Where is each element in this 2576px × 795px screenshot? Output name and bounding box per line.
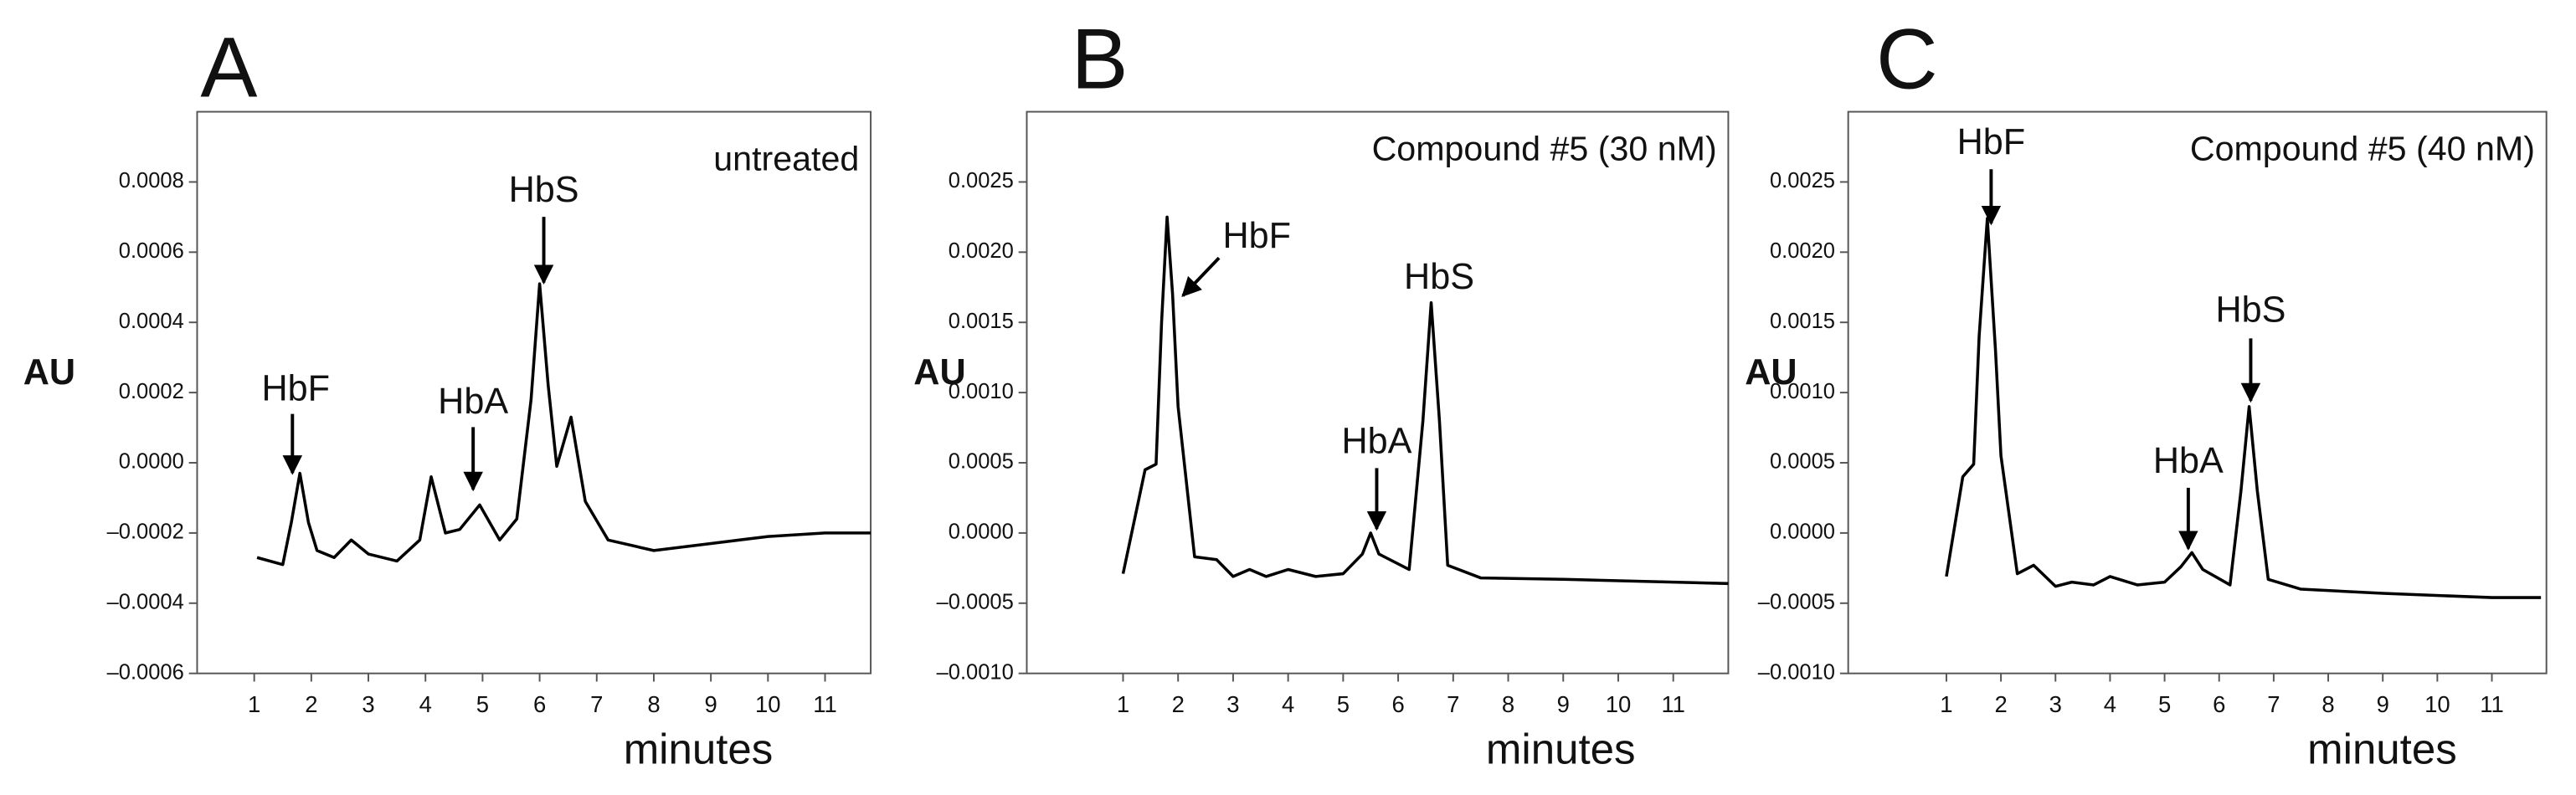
panel-letter: B bbox=[1071, 12, 1128, 107]
y-tick-label: –0.0010 bbox=[1758, 660, 1835, 684]
peak-label: HbF bbox=[1222, 216, 1291, 256]
x-tick-label: 2 bbox=[305, 691, 317, 717]
x-tick-label: 1 bbox=[248, 691, 260, 717]
peak-label: HbF bbox=[1957, 122, 2026, 162]
x-tick-label: 1 bbox=[1940, 691, 1952, 717]
x-axis-label: minutes bbox=[1486, 725, 1636, 772]
y-tick-label: –0.0004 bbox=[107, 591, 184, 614]
peak-label: HbS bbox=[2215, 290, 2285, 330]
y-tick-label: 0.0000 bbox=[1770, 521, 1835, 544]
y-tick-label: 0.0010 bbox=[949, 380, 1014, 403]
y-tick-label: –0.0005 bbox=[1758, 591, 1835, 614]
peak-arrow bbox=[1181, 256, 1221, 298]
x-tick-label: 9 bbox=[1557, 691, 1570, 717]
x-tick-label: 5 bbox=[476, 691, 489, 717]
x-tick-label: 10 bbox=[755, 691, 781, 717]
x-tick-label: 11 bbox=[2480, 691, 2504, 717]
condition-label: untreated bbox=[713, 139, 859, 177]
peak-label: HbF bbox=[261, 369, 330, 409]
x-tick-label: 7 bbox=[2267, 691, 2280, 717]
peak-label: HbA bbox=[1341, 421, 1411, 461]
y-tick-label: –0.0005 bbox=[937, 591, 1014, 614]
panel-letter: A bbox=[200, 19, 257, 115]
x-tick-label: 1 bbox=[1117, 691, 1129, 717]
condition-label: Compound #5 (30 nM) bbox=[1372, 130, 1717, 168]
y-tick-label: 0.0020 bbox=[1770, 239, 1835, 263]
y-tick-label: 0.0000 bbox=[949, 521, 1014, 544]
x-tick-label: 8 bbox=[1502, 691, 1514, 717]
x-tick-label: 4 bbox=[419, 691, 432, 717]
y-axis-label: AU bbox=[23, 352, 75, 392]
x-tick-label: 3 bbox=[2049, 691, 2062, 717]
y-tick-label: 0.0025 bbox=[949, 169, 1014, 192]
y-tick-label: 0.0008 bbox=[119, 169, 184, 192]
x-tick-label: 10 bbox=[1606, 691, 1632, 717]
y-tick-label: 0.0015 bbox=[1770, 310, 1835, 333]
x-tick-label: 3 bbox=[362, 691, 374, 717]
x-tick-label: 7 bbox=[1447, 691, 1459, 717]
y-tick-label: 0.0004 bbox=[119, 310, 184, 333]
x-axis-label: minutes bbox=[624, 725, 774, 772]
x-tick-label: 9 bbox=[705, 691, 717, 717]
x-axis-label: minutes bbox=[2307, 725, 2457, 772]
y-tick-label: 0.0015 bbox=[949, 310, 1014, 333]
x-tick-label: 6 bbox=[2213, 691, 2225, 717]
x-tick-label: 8 bbox=[2321, 691, 2334, 717]
x-tick-label: 11 bbox=[1661, 691, 1685, 717]
x-tick-label: 6 bbox=[533, 691, 546, 717]
y-tick-label: –0.0010 bbox=[937, 660, 1014, 684]
trace-line bbox=[256, 282, 872, 567]
x-tick-label: 6 bbox=[1391, 691, 1404, 717]
y-axis-label: AU bbox=[1745, 352, 1797, 392]
plot-frame bbox=[1847, 110, 2548, 674]
x-tick-label: 9 bbox=[2377, 691, 2389, 717]
y-tick-label: 0.0025 bbox=[1770, 169, 1835, 192]
peak-label: HbS bbox=[1404, 257, 1474, 297]
plot-frame bbox=[1026, 110, 1730, 674]
y-tick-label: 0.0000 bbox=[119, 450, 184, 474]
x-tick-label: 7 bbox=[590, 691, 603, 717]
trace-line bbox=[1945, 217, 2542, 599]
panel-letter: C bbox=[1876, 12, 1938, 107]
trace-line bbox=[1121, 215, 1729, 586]
y-tick-label: –0.0002 bbox=[107, 521, 184, 544]
x-tick-label: 10 bbox=[2424, 691, 2450, 717]
y-tick-label: 0.0006 bbox=[119, 239, 184, 263]
condition-label: Compound #5 (40 nM) bbox=[2190, 130, 2535, 168]
x-tick-label: 3 bbox=[1226, 691, 1239, 717]
peak-label: HbS bbox=[509, 170, 579, 210]
x-tick-label: 11 bbox=[813, 691, 837, 717]
y-tick-label: –0.0006 bbox=[107, 660, 184, 684]
x-tick-label: 8 bbox=[647, 691, 660, 717]
peak-label: HbA bbox=[2153, 441, 2224, 481]
y-tick-label: 0.0002 bbox=[119, 380, 184, 403]
y-axis-label: AU bbox=[913, 352, 965, 392]
y-tick-label: 0.0020 bbox=[949, 239, 1014, 263]
x-tick-label: 5 bbox=[2158, 691, 2171, 717]
x-tick-label: 5 bbox=[1337, 691, 1350, 717]
x-tick-label: 2 bbox=[1994, 691, 2007, 717]
y-tick-label: 0.0010 bbox=[1770, 380, 1835, 403]
peak-label: HbA bbox=[438, 382, 508, 422]
x-tick-label: 4 bbox=[2104, 691, 2116, 717]
x-tick-label: 2 bbox=[1172, 691, 1185, 717]
x-tick-label: 4 bbox=[1282, 691, 1294, 717]
y-tick-label: 0.0005 bbox=[1770, 450, 1835, 474]
y-tick-label: 0.0005 bbox=[949, 450, 1014, 474]
